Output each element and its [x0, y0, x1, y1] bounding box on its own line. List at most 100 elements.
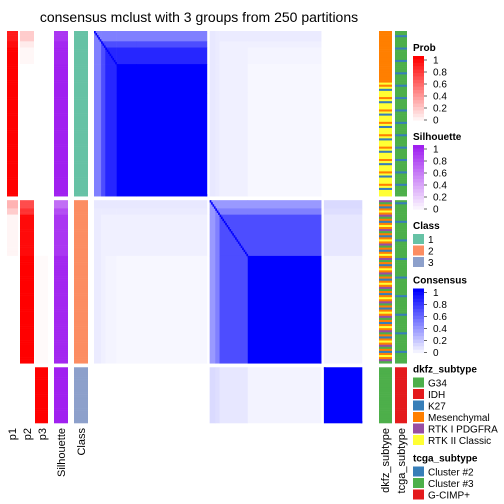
consensus-diagonal-cell [156, 121, 158, 125]
prob-cell-p3 [35, 86, 48, 90]
prob-cell-p3 [35, 130, 48, 133]
prob-cell-p2 [20, 330, 34, 333]
class-cell [74, 268, 88, 271]
consensus-block [215, 214, 220, 257]
prob-cell-p2 [20, 125, 34, 129]
dkfz-subtype-cell [379, 33, 392, 36]
tcga-subtype-cell [395, 394, 407, 397]
dkfz-subtype-cell [379, 138, 392, 141]
dkfz-subtype-cell [379, 163, 392, 166]
silhouette-cell [54, 251, 68, 255]
tcga-subtype-cell [395, 210, 407, 213]
class-cell [74, 369, 88, 372]
dkfz-subtype-cell [379, 295, 392, 298]
tcga-subtype-cell [395, 95, 407, 98]
prob-cell-p2 [20, 295, 34, 298]
legend-item-label: G-CIMP+ [428, 491, 470, 502]
dkfz-subtype-cell [379, 359, 392, 362]
tcga-subtype-cell [395, 183, 407, 187]
legend-tick: 0.4 [433, 181, 447, 192]
prob-cell-p3 [35, 82, 48, 85]
consensus-diagonal-cell [302, 336, 305, 339]
tcga-subtype-cell [395, 224, 407, 228]
silhouette-cell [54, 128, 68, 131]
prob-cell-p2 [20, 383, 34, 387]
silhouette-cell [54, 404, 68, 407]
prob-cell-p1 [7, 128, 18, 131]
consensus-diagonal-cell [180, 156, 182, 160]
prob-cell-p1 [7, 224, 18, 228]
dkfz-subtype-cell [379, 206, 392, 209]
prob-cell-p1 [7, 383, 18, 387]
tcga-subtype-cell [395, 128, 407, 131]
consensus-diagonal-cell [141, 101, 144, 104]
dkfz-subtype-cell [379, 361, 392, 364]
prob-cell-p3 [35, 161, 48, 164]
silhouette-cell [54, 392, 68, 395]
dkfz-subtype-cell [379, 173, 392, 176]
dkfz-subtype-cell [379, 117, 392, 121]
consensus-block [247, 64, 322, 94]
legend-color-step [413, 168, 424, 173]
legend-color-step [413, 110, 424, 115]
consensus-diagonal-cell [356, 414, 359, 418]
consensus-block [116, 214, 137, 257]
consensus-diagonal-cell [323, 367, 326, 370]
prob-cell-p3 [35, 385, 48, 389]
consensus-diagonal-cell [101, 41, 103, 44]
consensus-block [94, 255, 102, 364]
dkfz-subtype-cell [379, 268, 392, 271]
consensus-diagonal-cell [182, 161, 185, 164]
prob-cell-p1 [7, 82, 18, 85]
class-cell [74, 383, 88, 387]
class-cell [74, 208, 88, 211]
silhouette-cell [54, 70, 68, 73]
prob-cell-p1 [7, 381, 18, 385]
dkfz-subtype-cell [379, 142, 392, 145]
prob-cell-p2 [20, 212, 34, 215]
dkfz-subtype-cell [379, 43, 392, 46]
legend-color-step [413, 83, 424, 88]
consensus-diagonal-cell [194, 177, 196, 180]
prob-cell-p1 [7, 187, 18, 191]
dkfz-subtype-cell [379, 57, 392, 61]
prob-cell-p2 [20, 115, 34, 119]
prob-cell-p1 [7, 45, 18, 48]
consensus-block [94, 41, 102, 48]
prob-cell-p1 [7, 396, 18, 399]
consensus-diagonal-cell [247, 255, 250, 259]
prob-cell-p3 [35, 247, 48, 251]
prob-cell-p2 [20, 377, 34, 380]
tcga-subtype-cell [395, 200, 407, 203]
dkfz-subtype-cell [379, 338, 392, 341]
prob-cell-p1 [7, 394, 18, 397]
consensus-block [215, 41, 220, 48]
prob-cell-p1 [7, 398, 18, 401]
dkfz-subtype-cell [379, 35, 392, 38]
class-cell [74, 187, 88, 191]
prob-cell-p1 [7, 39, 18, 42]
prob-cell-p3 [35, 231, 48, 234]
prob-cell-p1 [7, 84, 18, 88]
silhouette-cell [54, 97, 68, 100]
prob-cell-p3 [35, 276, 48, 279]
legend-color-step [413, 206, 424, 211]
prob-cell-p3 [35, 59, 48, 63]
class-cell [74, 55, 88, 59]
class-cell [74, 249, 88, 253]
class-cell [74, 154, 88, 158]
prob-cell-p3 [35, 142, 48, 145]
prob-cell-p3 [35, 272, 48, 275]
prob-cell-p2 [20, 185, 34, 189]
consensus-diagonal-cell [316, 357, 319, 360]
consensus-block [105, 200, 117, 209]
silhouette-cell [54, 140, 68, 143]
consensus-diagonal-cell [211, 202, 213, 205]
prob-cell-p2 [20, 119, 34, 123]
silhouette-cell [54, 183, 68, 187]
prob-cell-p1 [7, 123, 18, 127]
consensus-diagonal-cell [338, 387, 340, 391]
consensus-diagonal-cell [335, 383, 337, 387]
prob-cell-p3 [35, 173, 48, 176]
prob-cell-p1 [7, 216, 18, 220]
